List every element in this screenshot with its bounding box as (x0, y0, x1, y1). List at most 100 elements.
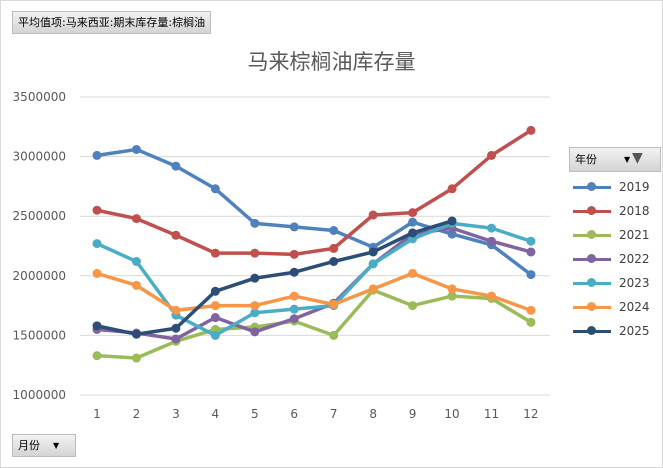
filter-icon: ▼ (632, 150, 643, 166)
legend-item-2021: 2021 (573, 223, 650, 247)
data-point-2025 (408, 228, 418, 238)
series-line-2025 (96, 219, 453, 336)
data-point-2024 (171, 305, 181, 315)
legend-marker (573, 302, 611, 311)
axis-field-button[interactable]: 月份 ▼ (12, 434, 76, 457)
data-point-2018 (171, 230, 181, 240)
data-point-2024 (526, 305, 536, 315)
legend-label: 2019 (619, 180, 650, 194)
data-point-2025 (210, 286, 220, 296)
data-point-2018 (487, 150, 496, 160)
data-point-2018 (447, 184, 457, 194)
x-tick-label: 5 (251, 407, 259, 421)
data-point-2024 (447, 284, 457, 294)
data-point-2022 (526, 247, 536, 257)
legend-item-2022: 2022 (573, 247, 650, 271)
x-tick-label: 12 (523, 407, 538, 421)
data-point-2021 (447, 291, 457, 301)
legend-item-2023: 2023 (573, 271, 650, 295)
dropdown-arrow-icon: ▼ (53, 441, 60, 450)
data-point-2021 (329, 330, 339, 340)
legend-item-2018: 2018 (573, 199, 650, 223)
data-point-2024 (131, 280, 141, 290)
data-point-2024 (210, 301, 220, 311)
data-point-2021 (408, 301, 418, 311)
legend-marker (573, 278, 611, 287)
data-point-2018 (210, 248, 220, 258)
data-point-2023 (131, 256, 141, 266)
x-tick-label: 8 (369, 407, 377, 421)
y-tick-label: 2500000 (13, 209, 66, 223)
legend-label: 2024 (619, 300, 650, 314)
legend-item-2019: 2019 (573, 175, 650, 199)
data-point-2025 (131, 329, 141, 339)
data-point-2019 (329, 226, 339, 236)
axis-field-label: 月份 (18, 439, 40, 452)
value-field-button[interactable]: 平均值项:马来西亚:期末库存量:棕榈油 (12, 11, 212, 34)
data-point-2022 (210, 313, 220, 323)
legend-marker (573, 182, 611, 191)
y-tick-label: 1000000 (13, 388, 66, 402)
data-point-2021 (92, 351, 102, 361)
data-point-2019 (171, 161, 181, 171)
data-point-2018 (131, 214, 141, 224)
data-point-2025 (250, 273, 260, 283)
y-tick-label: 3000000 (13, 150, 66, 164)
data-point-2024 (368, 284, 378, 294)
data-point-2022 (289, 314, 299, 324)
dropdown-arrow-icon: ▼ (624, 155, 631, 164)
data-point-2025 (329, 256, 339, 266)
data-point-2024 (289, 291, 299, 301)
data-point-2024 (487, 291, 496, 301)
legend-item-2024: 2024 (573, 295, 650, 319)
data-point-2023 (289, 304, 299, 314)
data-point-2025 (368, 247, 378, 257)
data-point-2025 (447, 216, 457, 226)
data-point-2025 (92, 321, 102, 331)
legend: 2019 2018 2021 2022 2023 2024 2025 (573, 175, 650, 343)
data-point-2023 (210, 330, 220, 340)
legend-item-2025: 2025 (573, 319, 650, 343)
x-tick-label: 9 (409, 407, 417, 421)
data-point-2018 (368, 210, 378, 220)
data-point-2018 (329, 243, 339, 253)
data-point-2022 (487, 236, 496, 246)
legend-label: 2018 (619, 204, 650, 218)
legend-marker (573, 206, 611, 215)
x-tick-label: 7 (330, 407, 338, 421)
data-point-2024 (250, 301, 260, 311)
data-point-2019 (408, 217, 418, 227)
series-line-2018 (96, 128, 532, 257)
chart-title: 马来棕榈油库存量 (247, 50, 416, 74)
data-point-2019 (250, 218, 260, 228)
x-tick-label: 1 (93, 407, 101, 421)
data-point-2021 (131, 353, 141, 363)
data-point-2022 (171, 334, 181, 344)
data-point-2023 (487, 223, 496, 233)
legend-marker (573, 326, 611, 335)
data-point-2023 (526, 236, 536, 246)
data-point-2018 (92, 205, 102, 215)
series-line-2024 (96, 271, 532, 313)
data-point-2019 (92, 150, 102, 160)
series-line-2019 (96, 147, 533, 277)
legend-label: 2023 (619, 276, 650, 290)
y-tick-label: 2000000 (13, 269, 66, 283)
x-tick-label: 2 (133, 407, 141, 421)
data-point-2019 (289, 222, 299, 232)
data-point-2018 (250, 248, 260, 258)
data-point-2024 (329, 299, 339, 309)
data-point-2018 (408, 208, 418, 218)
data-point-2023 (250, 308, 260, 318)
data-point-2024 (92, 268, 102, 278)
legend-label: 2022 (619, 252, 650, 266)
data-point-2019 (210, 184, 220, 194)
x-tick-label: 10 (444, 407, 459, 421)
legend-marker (573, 230, 611, 239)
data-point-2024 (408, 268, 418, 278)
series-line-2021 (96, 288, 532, 360)
series-line-2022 (96, 226, 532, 341)
data-point-2025 (171, 323, 181, 333)
legend-field-button[interactable]: 年份 ▼ ▼ (569, 147, 661, 172)
